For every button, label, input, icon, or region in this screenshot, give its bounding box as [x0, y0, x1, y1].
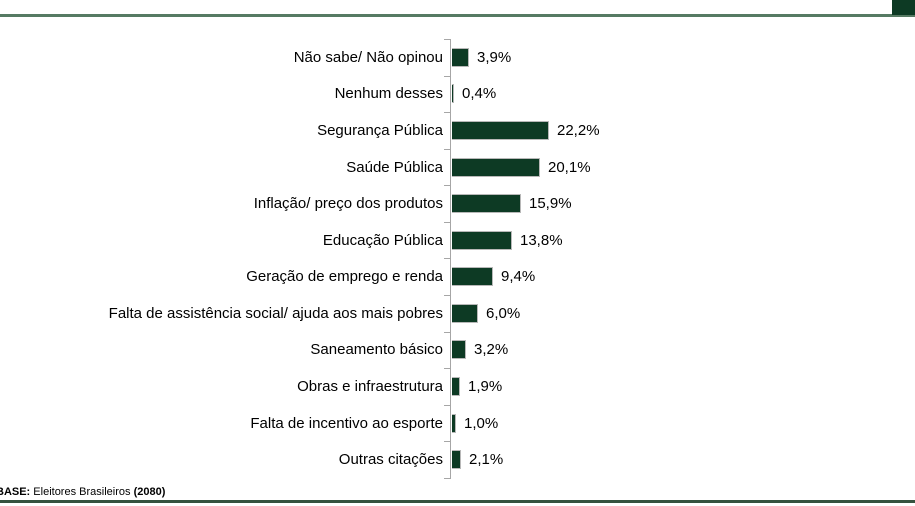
- chart-row: Falta de assistência social/ ajuda aos m…: [0, 295, 915, 332]
- category-label: Falta de assistência social/ ajuda aos m…: [108, 304, 443, 322]
- axis-tick: [444, 477, 450, 479]
- base-footnote: BASE: Eleitores Brasileiros (2080): [0, 486, 165, 498]
- category-label: Obras e infraestrutura: [297, 377, 443, 395]
- bar: [452, 120, 549, 140]
- bottom-rule: [0, 500, 915, 503]
- chart-row: Inflação/ preço dos produtos 15,9%: [0, 185, 915, 222]
- top-rule: [0, 14, 915, 17]
- axis-tick: [444, 221, 450, 223]
- category-label: Geração de emprego e renda: [246, 268, 443, 286]
- value-label: 13,8%: [520, 231, 563, 249]
- chart-row: Geração de emprego e renda 9,4%: [0, 258, 915, 295]
- bar: [452, 230, 512, 250]
- footnote-sample-size: (2080): [133, 486, 166, 498]
- bar: [452, 340, 466, 360]
- bar: [452, 413, 456, 433]
- footnote-prefix: BASE:: [0, 486, 31, 498]
- category-label: Nenhum desses: [334, 85, 443, 103]
- chart-row: Não sabe/ Não opinou 3,9%: [0, 39, 915, 76]
- value-label: 1,9%: [468, 377, 503, 395]
- category-label: Segurança Pública: [317, 121, 443, 139]
- value-label: 6,0%: [486, 304, 521, 322]
- category-label: Saneamento básico: [310, 341, 443, 359]
- category-label: Saúde Pública: [346, 158, 443, 176]
- bar-chart: Não sabe/ Não opinou 3,9% Nenhum desses …: [0, 39, 915, 479]
- value-label: 2,1%: [469, 451, 504, 469]
- value-label: 3,9%: [477, 48, 512, 66]
- bar: [452, 47, 469, 67]
- bar: [452, 267, 493, 287]
- axis-tick: [444, 185, 450, 187]
- bar: [452, 303, 478, 323]
- value-label: 1,0%: [464, 414, 499, 432]
- axis-tick: [444, 368, 450, 370]
- chart-row: Nenhum desses 0,4%: [0, 76, 915, 113]
- bar: [452, 194, 521, 214]
- chart-row: Educação Pública 13,8%: [0, 222, 915, 259]
- chart-row: Falta de incentivo ao esporte 1,0%: [0, 405, 915, 442]
- chart-row: Saúde Pública 20,1%: [0, 149, 915, 186]
- category-label: Falta de incentivo ao esporte: [250, 414, 443, 432]
- category-label: Inflação/ preço dos produtos: [253, 195, 443, 213]
- category-label: Educação Pública: [322, 231, 443, 249]
- value-label: 0,4%: [462, 85, 497, 103]
- bar: [452, 84, 454, 104]
- axis-tick: [444, 148, 450, 150]
- axis-tick: [444, 404, 450, 406]
- bar: [452, 450, 461, 470]
- chart-row: Segurança Pública 22,2%: [0, 112, 915, 149]
- chart-row: Saneamento básico 3,2%: [0, 332, 915, 369]
- chart-row: Outras citações 2,1%: [0, 441, 915, 478]
- bar: [452, 376, 460, 396]
- category-label: Outras citações: [338, 451, 443, 469]
- axis-tick: [444, 75, 450, 77]
- axis-tick: [444, 295, 450, 297]
- footnote-text: Eleitores Brasileiros: [30, 486, 134, 498]
- axis-tick: [444, 258, 450, 260]
- chart-row: Obras e infraestrutura 1,9%: [0, 368, 915, 405]
- value-label: 3,2%: [474, 341, 509, 359]
- value-label: 9,4%: [501, 268, 536, 286]
- category-label: Não sabe/ Não opinou: [293, 48, 443, 66]
- bar: [452, 157, 540, 177]
- corner-accent-block: [892, 0, 915, 15]
- value-label: 20,1%: [548, 158, 591, 176]
- axis-tick: [444, 39, 450, 40]
- axis-tick: [444, 331, 450, 333]
- chart-axis: [450, 39, 451, 479]
- axis-tick: [444, 441, 450, 443]
- value-label: 15,9%: [529, 195, 572, 213]
- value-label: 22,2%: [557, 121, 600, 139]
- axis-tick: [444, 112, 450, 114]
